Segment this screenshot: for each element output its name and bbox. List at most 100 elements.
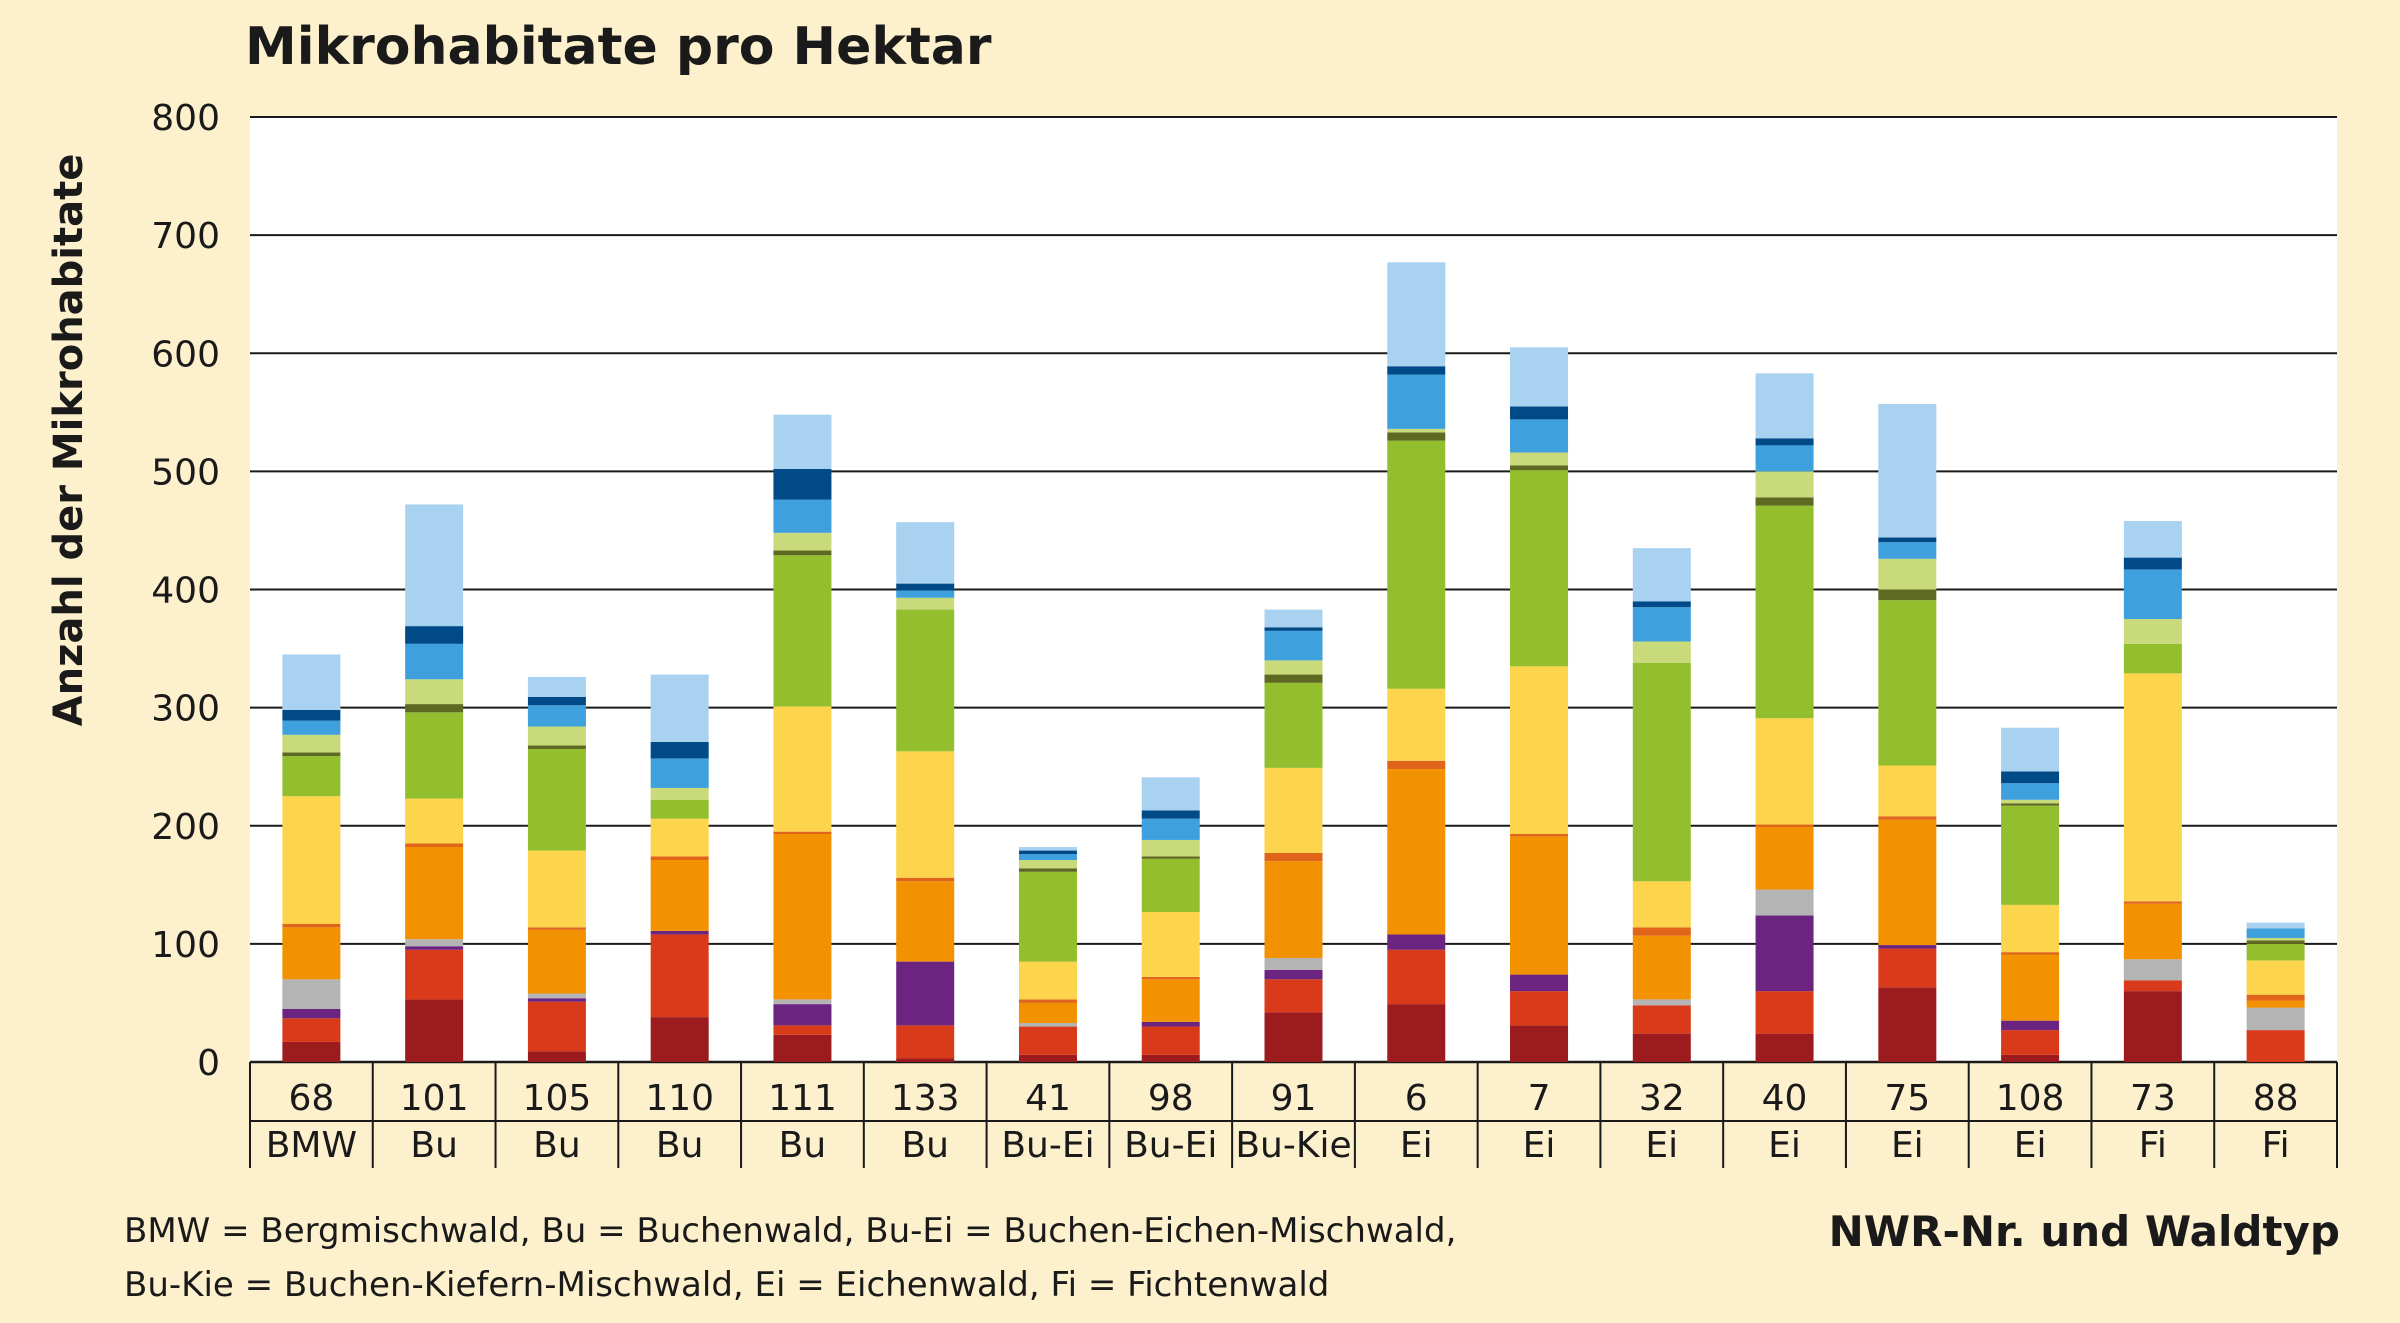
bar-segment	[2246, 994, 2305, 1001]
bar-segment	[1387, 440, 1446, 689]
bar-segment	[527, 705, 586, 727]
bar-segment	[896, 877, 955, 882]
bar-segment	[1141, 911, 1200, 977]
bar-segment	[773, 706, 832, 832]
bar-segment	[1141, 777, 1200, 811]
bar-segment	[2001, 771, 2060, 784]
bar-segment	[1018, 999, 1077, 1003]
bar-segment	[2123, 991, 2182, 1062]
bar-segment	[527, 850, 586, 928]
x-axis-label: NWR-Nr. und Waldtyp	[1829, 1207, 2340, 1256]
bar-segment	[1755, 824, 1814, 827]
bar-segment	[527, 1001, 586, 1052]
bar-segment	[2001, 904, 2060, 953]
bar-segment	[1878, 589, 1937, 601]
bar-segment	[1264, 969, 1323, 980]
bar-segment	[1632, 881, 1691, 928]
y-tick-label: 200	[151, 807, 220, 848]
bar-segment	[1018, 961, 1077, 1000]
bar-segment	[1878, 945, 1937, 949]
bar-segment	[405, 712, 464, 799]
x-tick-label-typ: Ei	[1891, 1125, 1924, 1166]
x-tick-label-typ: Fi	[2139, 1125, 2167, 1166]
bar-segment	[896, 881, 955, 962]
bar-segment	[1632, 607, 1691, 642]
bar-segment	[1018, 860, 1077, 869]
bar-segment	[405, 939, 464, 947]
bar-segment	[1878, 537, 1937, 543]
x-tick-label-nr: 111	[768, 1078, 837, 1119]
bar-segment	[896, 609, 955, 752]
bar-segment	[1632, 999, 1691, 1006]
bar-segment	[1510, 470, 1569, 667]
bar-segment	[527, 1051, 586, 1062]
bar-segment	[1387, 262, 1446, 367]
x-tick-label-typ: Bu-Ei	[1124, 1125, 1217, 1166]
bar-segment	[1878, 816, 1937, 820]
bar-segment	[1632, 548, 1691, 602]
bar-segment	[2001, 1054, 2060, 1062]
bar-segment	[1264, 674, 1323, 683]
bar-segment	[1264, 861, 1323, 959]
bar-segment	[1387, 949, 1446, 1005]
bar-segment	[1141, 979, 1200, 1022]
y-tick-label: 0	[197, 1043, 220, 1084]
bar-segment	[1264, 627, 1323, 631]
bar-segment	[2001, 727, 2060, 772]
bar-segment	[1632, 1005, 1691, 1034]
bar-segment	[282, 709, 341, 721]
bar-segment	[527, 929, 586, 994]
bar-segment	[2246, 943, 2305, 961]
bar-segment	[2123, 520, 2182, 558]
bar-segment	[2246, 1030, 2305, 1062]
bar-segment	[1387, 366, 1446, 375]
bar-segment	[650, 930, 709, 935]
bar-segment	[1018, 1002, 1077, 1024]
x-tick-label-nr: 6	[1405, 1078, 1428, 1119]
bar-segment	[405, 626, 464, 644]
bar-segment	[282, 1041, 341, 1062]
y-tick-label: 600	[151, 334, 220, 375]
x-tick-label-nr: 68	[288, 1078, 334, 1119]
bar-segment	[405, 946, 464, 950]
x-tick-label-typ: Ei	[1645, 1125, 1678, 1166]
x-tick-label-typ: Bu	[656, 1125, 704, 1166]
bar-segment	[282, 796, 341, 924]
y-tick-label: 700	[151, 216, 220, 257]
bar-segment	[1018, 847, 1077, 851]
bar-segment	[1632, 641, 1691, 663]
bar-segment	[1755, 889, 1814, 916]
bar-segment	[1264, 682, 1323, 768]
bar-segment	[2246, 928, 2305, 938]
bar-segment	[1387, 688, 1446, 761]
x-tick-label-nr: 108	[1996, 1078, 2065, 1119]
bar-segment	[1141, 1026, 1200, 1055]
bar-segment	[2246, 922, 2305, 929]
bar-segment	[1264, 767, 1323, 853]
footnote-line-2: Bu-Kie = Buchen-Kiefern-Mischwald, Ei = …	[124, 1265, 1329, 1305]
bar-segment	[1755, 718, 1814, 825]
bar-segment	[2123, 673, 2182, 902]
x-tick-label-nr: 133	[891, 1078, 960, 1119]
x-tick-label-typ: Ei	[1768, 1125, 1801, 1166]
bar-segment	[1755, 505, 1814, 719]
bar-segment	[650, 758, 709, 788]
x-tick-label-typ: BMW	[266, 1125, 357, 1166]
y-tick-label: 400	[151, 571, 220, 612]
bar-segment	[1632, 662, 1691, 882]
bar-segment	[1510, 974, 1569, 992]
bar-segment	[1387, 769, 1446, 935]
bar-segment	[1141, 810, 1200, 819]
bar-segment	[1264, 958, 1323, 970]
y-tick-label: 500	[151, 452, 220, 493]
bar-segment	[896, 1058, 955, 1062]
bar-segment	[650, 1017, 709, 1062]
bar-segment	[1878, 542, 1937, 559]
bar-segment	[2246, 1000, 2305, 1008]
bar-segment	[1878, 404, 1937, 538]
bar-segment	[773, 469, 832, 500]
bar-segment	[405, 679, 464, 705]
bar-segment	[1878, 600, 1937, 766]
bar-segment	[2246, 937, 2305, 941]
